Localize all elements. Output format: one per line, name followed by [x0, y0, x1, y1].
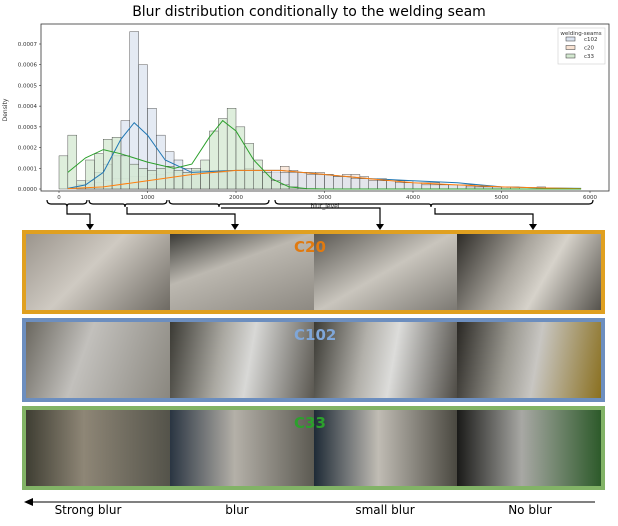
histogram-bar-c102	[430, 184, 440, 190]
arrow-left-icon	[24, 498, 33, 506]
histogram-bar-c33	[235, 126, 246, 190]
histogram-bar-c33	[244, 143, 254, 190]
weld-photo	[313, 322, 458, 398]
x-tick-label: 3000	[318, 195, 332, 201]
y-tick-label: 0.0002	[18, 146, 37, 152]
arrow-down-icon	[86, 224, 94, 230]
y-tick-label: 0.0006	[18, 63, 38, 69]
histogram-bar-c102	[333, 176, 343, 190]
y-tick-label: 0.0004	[18, 104, 38, 110]
histogram-bar-c33	[200, 159, 210, 190]
blur-label-small: small blur	[355, 503, 415, 517]
arrow-down-icon	[376, 224, 384, 230]
legend-label-c33: c33	[584, 54, 595, 60]
weld-photo	[169, 234, 314, 310]
histogram-bar-c33	[226, 108, 237, 190]
x-tick-label: 6000	[583, 195, 597, 201]
histogram-bar-c102	[306, 174, 316, 190]
histogram-bar-c33	[262, 172, 272, 190]
histogram-bar-c102	[342, 176, 352, 190]
legend-label-c20: c20	[584, 46, 595, 52]
weld-photo	[169, 410, 314, 486]
histogram-bar-c102	[386, 180, 396, 190]
histogram-bar-c33	[209, 130, 219, 190]
blur-label-strong: Strong blur	[54, 503, 122, 517]
arrow-down-icon	[529, 224, 537, 230]
plot-frame	[40, 23, 610, 192]
histogram-bar-c102	[395, 182, 405, 190]
arrow-down-icon	[231, 224, 239, 230]
x-tick-label: 5000	[495, 195, 509, 201]
x-tick-label: 1000	[141, 195, 155, 201]
histogram-bar-c102	[439, 184, 449, 190]
histogram-bar-c102	[359, 178, 369, 190]
x-tick-label: 0	[57, 195, 61, 201]
weld-photo	[457, 410, 601, 486]
histogram-bar-c102	[421, 184, 431, 190]
histogram-bar-c102	[350, 178, 361, 190]
blur-label-none: No blur	[508, 503, 552, 517]
panel-c20: C20	[22, 230, 605, 314]
panel-label: C102	[294, 326, 337, 344]
weld-photo	[313, 234, 458, 310]
histogram-bar-c33	[129, 163, 139, 190]
histogram-bar-c33	[191, 168, 201, 190]
histogram-bar-c33	[94, 153, 104, 190]
panel-label: C20	[294, 238, 326, 256]
histogram-chart: 0 1000 2000 3000 4000 5000 6000 0.0000 0.0001 0.0…	[2, 23, 610, 230]
range-braces	[46, 199, 594, 226]
legend-swatch-c102	[565, 36, 576, 42]
legend-swatch-c33	[565, 53, 576, 59]
y-tick-label: 0.0007	[18, 42, 38, 48]
histogram-bar-c33	[85, 159, 95, 190]
histogram-bar-c102	[297, 172, 308, 190]
panel-c102: C102	[22, 318, 605, 402]
histogram-bar-c33	[58, 155, 69, 190]
blur-scale-arrow	[24, 498, 595, 506]
kde-line-c20	[67, 169, 582, 190]
histogram-bar-c102	[412, 182, 423, 190]
chart-title: Blur distribution conditionally to the w…	[132, 4, 486, 20]
histogram-bar-c33	[218, 118, 228, 190]
histogram-bar-c102	[315, 174, 325, 190]
histogram-bar-c102	[288, 172, 299, 190]
x-tick-label: 2000	[229, 195, 243, 201]
y-tick-label: 0.0005	[18, 83, 38, 89]
kde-line-c33	[67, 119, 582, 190]
histogram-bar-c33	[280, 184, 290, 190]
y-tick-label: 0.0001	[18, 166, 37, 172]
weld-photo	[26, 234, 170, 310]
weld-photo	[313, 410, 458, 486]
weld-photo	[169, 322, 314, 398]
y-tick-label: 0.0000	[18, 187, 38, 193]
legend-label-c102: c102	[584, 37, 598, 43]
histogram-bar-c102	[377, 180, 387, 190]
legend-title: welding-seams	[560, 31, 601, 37]
y-axis-label: Density	[2, 98, 9, 121]
histogram-bar-c102	[368, 180, 378, 190]
panel-label: C33	[294, 414, 326, 432]
legend: welding-seams c102 c20 c33	[557, 27, 606, 65]
histogram-bar-c102	[403, 182, 414, 190]
histogram-bar-c33	[111, 137, 122, 190]
weld-photo	[26, 322, 170, 398]
histogram-bar-c102	[324, 174, 334, 190]
histogram-bar-c33	[173, 170, 184, 190]
weld-photo	[26, 410, 170, 486]
weld-photo	[457, 234, 601, 310]
histogram-bar-c33	[67, 134, 77, 190]
legend-swatch-c20	[565, 45, 576, 50]
histogram-bar-c102	[448, 184, 458, 190]
x-tick-label: 4000	[406, 195, 420, 201]
blur-label-blur: blur	[225, 503, 249, 517]
panel-c33: C33	[22, 406, 605, 490]
y-tick-label: 0.0003	[18, 125, 38, 131]
weld-photo	[457, 322, 601, 398]
x-axis-label: blur_level	[310, 203, 339, 210]
histogram-bar-c33	[138, 168, 148, 190]
